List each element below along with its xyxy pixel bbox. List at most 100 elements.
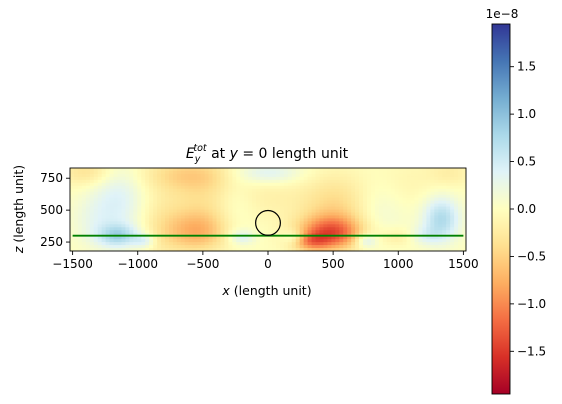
heatmap-cell [331,218,336,222]
heatmap-cell [204,203,209,207]
heatmap-cell [172,218,178,222]
heatmap-cell [236,176,241,181]
heatmap-cell [370,203,376,207]
heatmap-cell [149,242,154,246]
heatmap-cell [351,215,356,219]
heatmap-cell [224,188,229,193]
heatmap-cell [374,179,380,184]
heatmap-cell [406,203,411,207]
heatmap-cell [268,194,273,199]
heatmap-cell [153,218,158,222]
heatmap-cell [93,224,99,228]
heatmap-cell [390,227,396,231]
heatmap-cell [382,173,388,178]
y-tick-label: 250 [40,235,63,249]
heatmap-cell [343,173,348,178]
heatmap-cell [367,221,372,225]
heatmap-cell [398,209,404,213]
heatmap-cell [133,224,138,228]
heatmap-cell [109,173,114,178]
heatmap-cell [228,173,233,178]
heatmap-cell [374,197,380,201]
colorbar-tick-label: −1.0 [517,297,546,311]
heatmap-cell [430,227,435,231]
title-tail: = 0 length unit [238,146,349,162]
heatmap-cell [287,236,293,240]
heatmap-cell [73,224,79,228]
heatmap-cell [382,236,388,240]
heatmap-cell [299,191,305,196]
heatmap-cell [374,191,380,196]
heatmap-cell [335,191,340,196]
heatmap-cell [240,215,245,219]
heatmap-cell [133,176,138,181]
heatmap-cell [422,170,427,175]
heatmap-cell [133,212,138,216]
heatmap-cell [438,188,443,193]
heatmap-cell [275,168,281,172]
heatmap-cell [172,242,178,246]
heatmap-cell [153,176,158,181]
heatmap-cell [149,218,154,222]
heatmap-cell [355,188,360,193]
heatmap-cell [188,197,194,201]
heatmap-cell [85,191,91,196]
heatmap-cell [85,179,91,184]
heatmap-cell [295,227,301,231]
heatmap-cell [172,170,178,175]
heatmap-cell [105,188,110,193]
heatmap-cell [169,179,174,184]
heatmap-cell [228,224,233,228]
heatmap-cell [359,179,364,184]
heatmap-cell [327,168,332,172]
heatmap-cell [141,191,146,196]
heatmap-cell [129,200,134,204]
heatmap-cell [359,215,364,219]
heatmap-cell [248,221,253,225]
heatmap-cell [351,221,356,225]
heatmap-cell [398,212,404,216]
heatmap-cell [204,173,209,178]
heatmap-cell [73,239,79,243]
heatmap-cell [442,215,447,219]
heatmap-cell [141,182,146,187]
heatmap-cell [224,215,229,219]
heatmap-cell [101,215,107,219]
heatmap-cell [426,185,431,190]
heatmap-cell [264,236,269,240]
heatmap-cell [212,227,217,231]
heatmap-cell [113,224,118,228]
heatmap-cell [351,209,356,213]
heatmap-cell [113,176,118,181]
heatmap-cell [382,179,388,184]
heatmap-cell [105,191,110,196]
heatmap-cell [121,194,126,199]
heatmap-cell [271,203,277,207]
heatmap-cell [260,197,265,201]
heatmap-cell [291,182,297,187]
heatmap-cell [89,236,95,240]
heatmap-cell [418,212,423,216]
heatmap-cell [192,179,198,184]
heatmap-cell [390,203,396,207]
heatmap-cell [256,212,261,216]
heatmap-cell [426,218,431,222]
heatmap-cell [283,212,289,216]
heatmap-cell [390,200,396,204]
heatmap-cell [137,212,142,216]
heatmap-cell [355,209,360,213]
heatmap-cell [307,173,312,178]
heatmap-cell [355,182,360,187]
heatmap-cell [176,209,182,213]
heatmap-cell [216,182,221,187]
heatmap-cell [97,242,103,246]
heatmap-cell [335,173,340,178]
heatmap-cell [109,236,114,240]
heatmap-cell [367,176,372,181]
heatmap-cell [73,188,79,193]
heatmap-cell [196,215,202,219]
heatmap-cell [410,242,415,246]
heatmap-cell [307,203,312,207]
heatmap-cell [212,182,217,187]
